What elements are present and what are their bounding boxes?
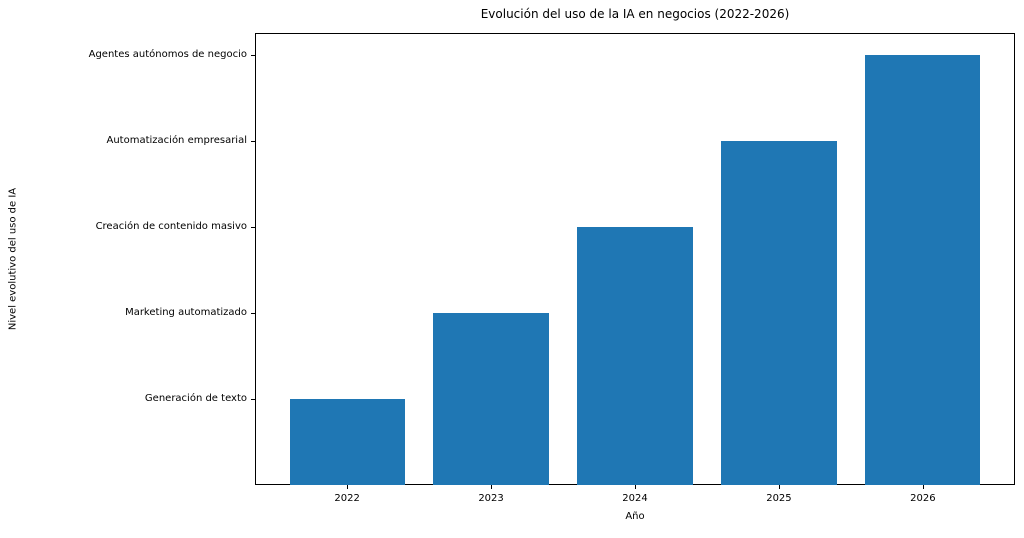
x-tick [347, 485, 349, 489]
x-tick-label: 2023 [478, 493, 504, 504]
x-tick-label: 2022 [334, 493, 360, 504]
y-axis-title: Nivel evolutivo del uso de IA [7, 187, 19, 331]
y-tick-label: Creación de contenido masivo [95, 220, 247, 232]
x-tick [635, 485, 636, 489]
bar-2023 [433, 312, 549, 485]
y-tick-label: Marketing automatizado [125, 306, 247, 318]
x-tick [922, 485, 924, 489]
x-axis-title: Año [625, 511, 645, 522]
y-tick [251, 226, 255, 228]
y-tick-label: Generación de texto [144, 392, 247, 404]
bar-2024 [577, 226, 693, 485]
y-tick [251, 140, 255, 142]
y-tick [251, 398, 255, 400]
y-tick [251, 54, 255, 56]
x-tick-label: 2026 [910, 493, 936, 504]
chart-title: Evolución del uso de la IA en negocios (… [480, 7, 790, 21]
x-tick-label: 2025 [766, 493, 792, 504]
x-tick [491, 485, 493, 489]
bar-2025 [721, 140, 837, 485]
x-tick-label: 2024 [622, 493, 648, 504]
x-tick [778, 485, 780, 489]
y-tick-label: Agentes autónomos de negocio [88, 48, 247, 60]
bar-2022 [289, 398, 405, 485]
y-tick-label: Automatización empresarial [106, 134, 248, 146]
y-tick [251, 312, 255, 314]
bar-2026 [865, 54, 981, 485]
